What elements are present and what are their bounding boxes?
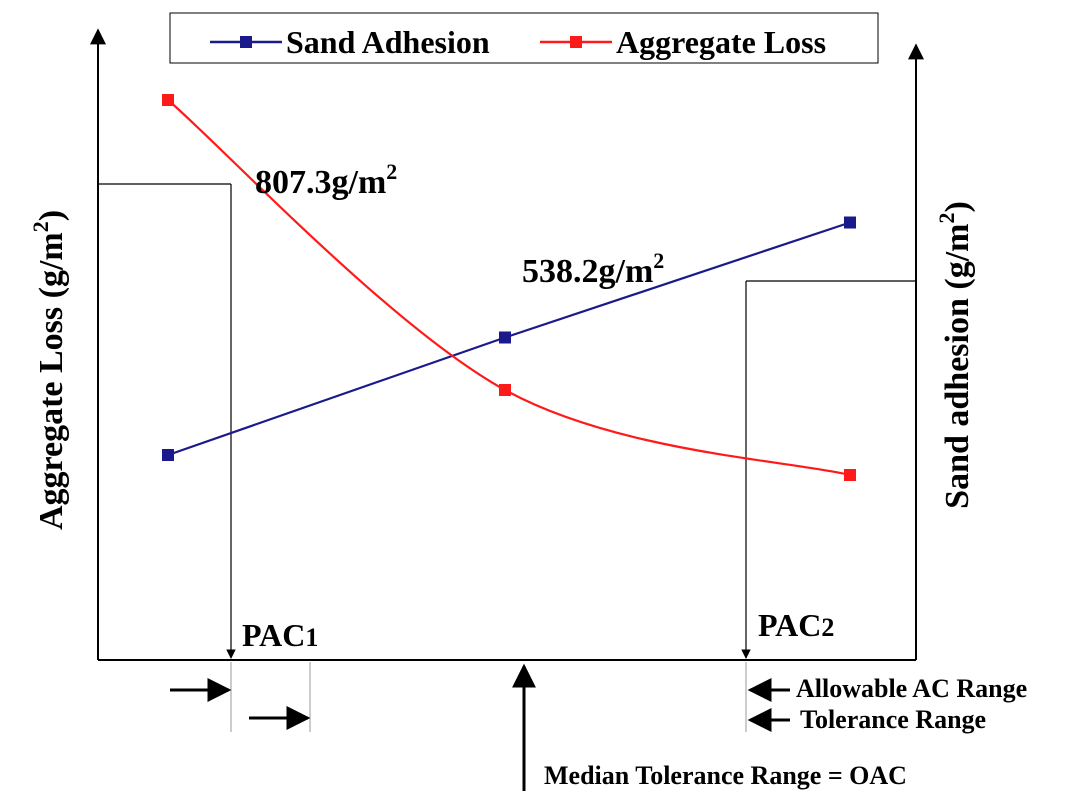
legend-label-loss: Aggregate Loss bbox=[616, 24, 826, 60]
label-tolerance-range: Tolerance Range bbox=[800, 705, 986, 734]
legend-label-sand: Sand Adhesion bbox=[286, 24, 490, 60]
series-sand-adhesion bbox=[162, 216, 856, 461]
annotation-loss-value: 807.3g/m2 bbox=[255, 159, 397, 201]
y-right-axis-title: Sand adhesion (g/m2) bbox=[934, 201, 976, 509]
legend-box bbox=[169, 12, 879, 64]
y-left-axis-title: Aggregate Loss (g/m2) bbox=[28, 210, 70, 530]
series-aggregate-loss bbox=[162, 94, 856, 481]
label-allowable-range: Allowable AC Range bbox=[796, 674, 1027, 703]
legend-marker-loss bbox=[570, 36, 582, 48]
annotation-pac2: PAC2 bbox=[758, 607, 834, 643]
legend-marker-sand bbox=[240, 36, 252, 48]
data-point-aggregate-loss-2 bbox=[499, 384, 511, 396]
data-point-aggregate-loss-1 bbox=[162, 94, 174, 106]
label-median-tolerance: Median Tolerance Range = OAC bbox=[544, 761, 907, 790]
annotation-adhesion-value: 538.2g/m2 bbox=[522, 248, 664, 290]
range-markers bbox=[170, 662, 790, 791]
data-point-aggregate-loss-3 bbox=[844, 469, 856, 481]
data-point-sand-adhesion-3 bbox=[844, 216, 856, 229]
legend: Sand Adhesion Aggregate Loss bbox=[169, 12, 879, 64]
data-point-sand-adhesion-2 bbox=[499, 331, 511, 344]
reference-lines bbox=[98, 183, 916, 659]
annotation-pac1: PAC1 bbox=[242, 617, 318, 653]
axes bbox=[90, 28, 924, 661]
data-point-sand-adhesion-1 bbox=[162, 449, 174, 461]
